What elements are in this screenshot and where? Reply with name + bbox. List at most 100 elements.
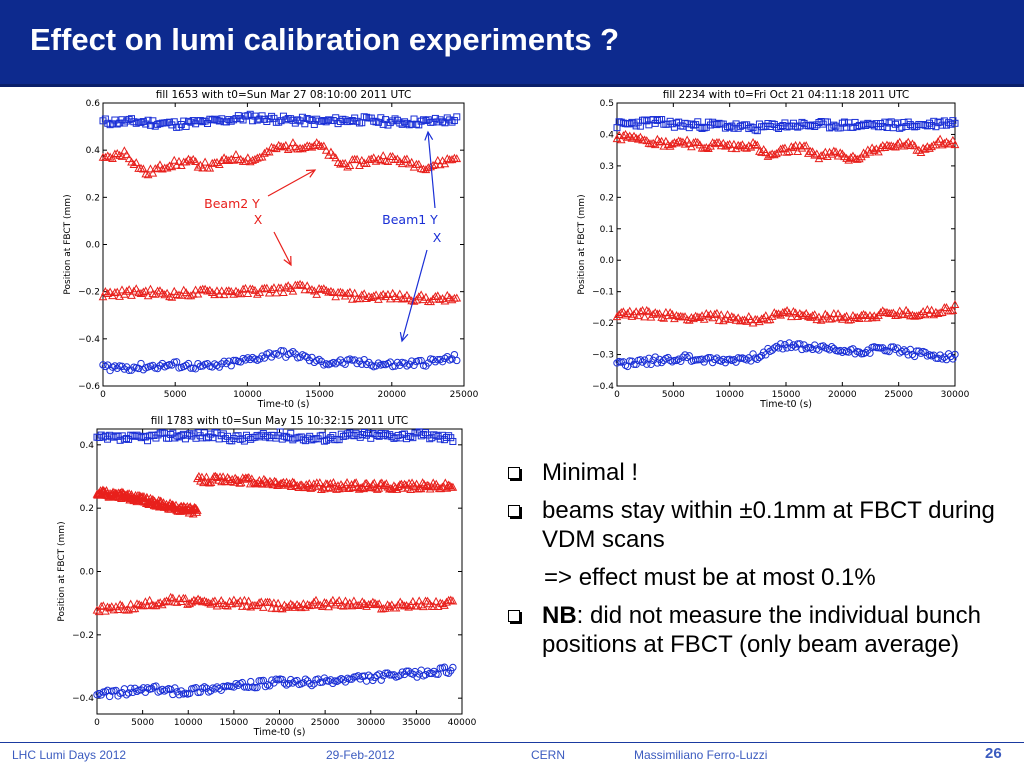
data-point bbox=[341, 360, 349, 368]
data-point bbox=[334, 595, 344, 605]
data-point bbox=[417, 117, 425, 125]
data-point bbox=[167, 685, 175, 694]
data-point bbox=[419, 430, 427, 438]
data-point bbox=[225, 357, 233, 365]
data-point bbox=[636, 307, 645, 316]
data-point bbox=[156, 362, 164, 370]
data-point bbox=[184, 117, 192, 125]
data-point bbox=[409, 296, 419, 305]
data-point bbox=[130, 118, 138, 126]
data-point bbox=[296, 353, 304, 361]
x-tick-label: 30000 bbox=[941, 390, 970, 400]
data-point bbox=[674, 136, 683, 145]
data-point bbox=[353, 359, 361, 368]
data-point bbox=[714, 315, 724, 324]
data-point bbox=[273, 598, 283, 607]
data-point bbox=[769, 150, 779, 159]
data-point bbox=[898, 123, 906, 131]
data-point bbox=[213, 116, 221, 124]
data-point bbox=[787, 343, 796, 352]
data-point bbox=[640, 135, 649, 144]
data-point bbox=[810, 150, 820, 159]
data-point bbox=[312, 289, 322, 298]
data-point bbox=[882, 307, 892, 316]
data-point bbox=[146, 164, 155, 173]
data-point bbox=[735, 141, 745, 150]
data-point bbox=[137, 686, 145, 694]
data-point bbox=[889, 343, 898, 351]
data-point bbox=[134, 599, 144, 609]
y-tick-label: 0.6 bbox=[86, 99, 101, 109]
x-tick-label: 35000 bbox=[402, 718, 431, 728]
bullet-beams-stay-within: beams stay within ±0.1mm at FBCT during … bbox=[508, 496, 1018, 554]
data-point bbox=[202, 597, 211, 606]
data-point bbox=[124, 154, 134, 163]
data-point bbox=[199, 362, 207, 370]
data-point bbox=[267, 284, 276, 294]
data-point bbox=[245, 479, 255, 488]
data-point bbox=[422, 117, 430, 125]
data-point bbox=[816, 315, 826, 324]
data-point bbox=[115, 600, 125, 609]
data-point bbox=[783, 123, 791, 131]
footer-page-number: 26 bbox=[985, 745, 1002, 762]
data-point bbox=[169, 155, 179, 164]
data-point bbox=[122, 286, 132, 295]
data-point bbox=[182, 122, 190, 130]
data-point bbox=[279, 142, 288, 151]
data-point bbox=[391, 115, 399, 123]
data-point bbox=[259, 430, 267, 438]
data-point bbox=[923, 305, 932, 314]
bullet-text: Minimal ! bbox=[542, 459, 639, 486]
data-point bbox=[257, 284, 267, 293]
data-point bbox=[196, 285, 205, 294]
data-point bbox=[820, 147, 830, 156]
data-point bbox=[947, 352, 955, 361]
data-point bbox=[393, 294, 402, 303]
data-point bbox=[765, 150, 775, 159]
data-point bbox=[625, 306, 635, 315]
data-point bbox=[791, 140, 800, 149]
data-point bbox=[772, 149, 781, 158]
data-point bbox=[230, 473, 240, 482]
data-point bbox=[375, 479, 385, 488]
data-point bbox=[286, 599, 296, 608]
data-point bbox=[97, 431, 105, 439]
data-point bbox=[326, 147, 336, 156]
data-point bbox=[908, 310, 917, 319]
arrow-beam1-x bbox=[401, 249, 428, 342]
data-point bbox=[276, 141, 286, 150]
data-point bbox=[386, 119, 394, 127]
y-tick-label: −0.2 bbox=[78, 288, 100, 298]
x-tick-label: 25000 bbox=[884, 390, 913, 400]
data-point bbox=[222, 155, 231, 164]
data-point bbox=[156, 120, 164, 128]
x-tick-label: 5000 bbox=[662, 390, 685, 400]
x-tick-label: 0 bbox=[94, 718, 100, 728]
data-point bbox=[134, 288, 143, 297]
x-tick-label: 15000 bbox=[772, 390, 801, 400]
data-point bbox=[125, 115, 133, 123]
data-point bbox=[218, 360, 226, 368]
data-point bbox=[372, 118, 380, 126]
data-point bbox=[672, 310, 681, 320]
data-point bbox=[377, 114, 385, 122]
data-point bbox=[92, 605, 102, 614]
data-point bbox=[314, 284, 324, 293]
data-point bbox=[950, 140, 960, 149]
data-point bbox=[168, 593, 178, 602]
footer-author: Massimiliano Ferro-Luzzi bbox=[634, 748, 768, 762]
data-point bbox=[636, 356, 645, 364]
data-point bbox=[259, 602, 268, 611]
annotation-beam1-x: X bbox=[433, 230, 442, 245]
data-point bbox=[306, 115, 314, 123]
data-point bbox=[859, 309, 868, 318]
data-point bbox=[247, 435, 255, 443]
data-point bbox=[139, 118, 147, 126]
data-point bbox=[244, 354, 252, 362]
data-point bbox=[315, 600, 325, 609]
data-point bbox=[879, 123, 887, 131]
data-point bbox=[212, 286, 222, 295]
data-point bbox=[122, 150, 132, 159]
